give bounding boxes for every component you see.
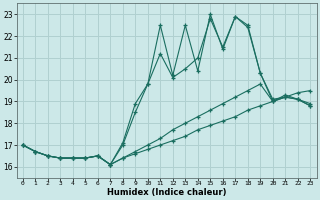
X-axis label: Humidex (Indice chaleur): Humidex (Indice chaleur) <box>107 188 226 197</box>
